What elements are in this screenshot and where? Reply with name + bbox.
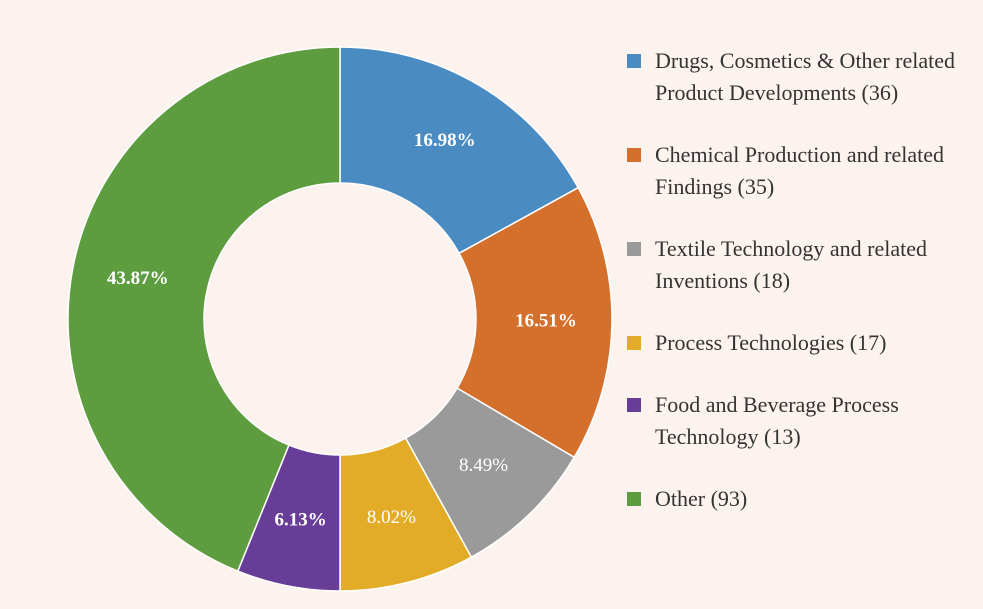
value-label: 16.98%: [414, 130, 476, 151]
value-label: 8.49%: [459, 455, 508, 476]
value-label: 6.13%: [274, 510, 326, 531]
legend-swatch: [627, 54, 641, 68]
legend-swatch: [627, 398, 641, 412]
legend-item: Drugs, Cosmetics & Other related Product…: [627, 45, 980, 109]
legend-swatch: [627, 148, 641, 162]
donut-slice: [456, 186, 613, 459]
legend-label: Other (93): [655, 486, 748, 511]
legend-swatch: [627, 242, 641, 256]
value-label: 16.51%: [515, 310, 577, 331]
legend-item: Textile Technology and related Invention…: [627, 233, 980, 297]
legend-label: Textile Technology and related Invention…: [655, 236, 928, 293]
legend-label: Drugs, Cosmetics & Other related Product…: [655, 48, 955, 105]
legend-item: Chemical Production and related Findings…: [627, 139, 980, 203]
legend-label: Food and Beverage Process Technology (13…: [655, 392, 899, 449]
value-label: 8.02%: [367, 507, 416, 528]
legend-label: Chemical Production and related Findings…: [655, 142, 944, 199]
legend-swatch: [627, 336, 641, 350]
legend: Drugs, Cosmetics & Other related Product…: [627, 45, 977, 545]
legend-swatch: [627, 492, 641, 506]
donut-slice: [339, 46, 580, 255]
legend-item: Other (93): [627, 483, 980, 515]
donut-slice: [67, 46, 341, 573]
value-label: 43.87%: [107, 268, 169, 289]
legend-item: Food and Beverage Process Technology (13…: [627, 389, 980, 453]
legend-label: Process Technologies (17): [655, 330, 887, 355]
legend-item: Process Technologies (17): [627, 327, 980, 359]
